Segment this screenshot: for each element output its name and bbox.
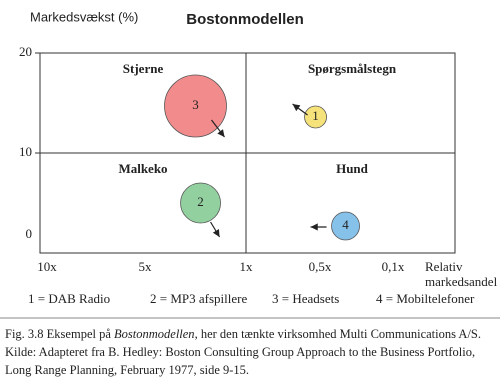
legend-entry: 4 = Mobiltelefoner bbox=[376, 291, 475, 306]
trend-arrow bbox=[211, 119, 225, 138]
quadrant-label: Spørgsmålstegn bbox=[308, 61, 397, 76]
caption-text: Kilde: Adapteret fra B. Hedley: Boston C… bbox=[5, 345, 475, 359]
bubble bbox=[331, 211, 360, 241]
x-tick-label: 0,5x bbox=[309, 259, 332, 274]
x-tick-label: 0,1x bbox=[382, 259, 405, 274]
caption-line: Fig. 3.8 Eksempel på Bostonmodellen, her… bbox=[5, 327, 481, 341]
quadrant-label: Malkeko bbox=[118, 161, 167, 176]
caption-line: Long Range Planning, February 1977, side… bbox=[5, 363, 249, 377]
bubble-label: 2 bbox=[197, 194, 204, 209]
caption-line: Kilde: Adapteret fra B. Hedley: Boston C… bbox=[5, 345, 475, 359]
bubble bbox=[180, 182, 221, 224]
caption-text: Long Range Planning, February 1977, side… bbox=[5, 363, 249, 377]
legend-entry: 3 = Headsets bbox=[272, 291, 339, 306]
legend-entry: 2 = MP3 afspillere bbox=[150, 291, 247, 306]
legend-entry: 1 = DAB Radio bbox=[28, 291, 110, 306]
bubble-label: 3 bbox=[192, 97, 199, 112]
x-axis-label: Relativ bbox=[425, 259, 463, 274]
y-axis-label: Markedsvækst (%) bbox=[30, 9, 138, 24]
trend-arrow bbox=[292, 103, 308, 116]
x-axis-label: markedsandel bbox=[425, 274, 498, 289]
bubble-label: 1 bbox=[312, 108, 319, 123]
bubble bbox=[304, 105, 327, 129]
y-tick-label: 10 bbox=[19, 144, 32, 159]
quadrant-label: Hund bbox=[336, 161, 369, 176]
y-tick-label: 0 bbox=[26, 226, 33, 241]
trend-arrow bbox=[210, 221, 221, 238]
x-tick-label: 5x bbox=[139, 259, 153, 274]
bubble-label: 4 bbox=[342, 217, 349, 232]
chart-title: Bostonmodellen bbox=[186, 11, 304, 28]
caption-text: Bostonmodellen bbox=[114, 327, 195, 341]
caption-text: , her den tænkte virksomhed Multi Commun… bbox=[195, 327, 481, 341]
x-tick-label: 1x bbox=[240, 259, 254, 274]
bubble bbox=[164, 74, 227, 138]
caption-text: Fig. 3.8 Eksempel på bbox=[5, 327, 114, 341]
quadrant-label: Stjerne bbox=[123, 61, 164, 76]
y-tick-label: 20 bbox=[19, 44, 32, 59]
x-tick-label: 10x bbox=[37, 259, 57, 274]
